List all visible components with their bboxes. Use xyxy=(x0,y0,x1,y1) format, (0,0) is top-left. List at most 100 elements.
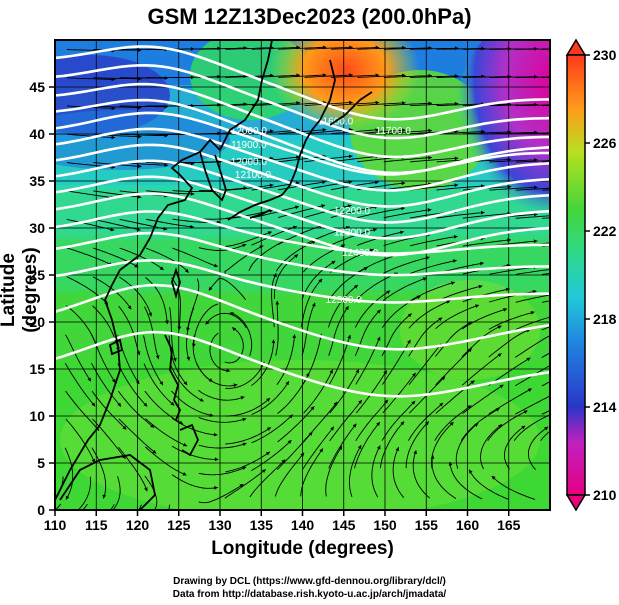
streamline xyxy=(277,406,315,443)
streamline xyxy=(462,213,512,219)
streamline-arrow xyxy=(428,155,432,160)
streamline-arrow xyxy=(259,245,264,249)
streamline xyxy=(251,206,299,219)
streamline xyxy=(172,247,218,267)
streamline-arrow xyxy=(503,308,508,312)
streamline-arrow xyxy=(152,449,157,454)
x-tick-label: 125 xyxy=(167,517,191,533)
streamline-arrow xyxy=(446,300,451,304)
streamline-arrow xyxy=(172,357,177,362)
streamline-arrow xyxy=(438,317,443,322)
streamline-arrow xyxy=(190,224,194,229)
streamline xyxy=(171,445,219,460)
streamline xyxy=(371,445,381,498)
streamline-arrow xyxy=(474,423,479,427)
streamline xyxy=(93,77,142,80)
streamline xyxy=(436,75,485,78)
streamline-arrow xyxy=(296,101,300,105)
colorbar-top-arrow xyxy=(565,38,587,56)
contour-label: 12500.0 xyxy=(326,295,363,306)
streamline-arrow xyxy=(184,268,189,273)
credit-data: Data from http://database.rish.kyoto-u.a… xyxy=(172,589,447,600)
streamline-arrow xyxy=(66,517,70,521)
streamline xyxy=(117,363,148,407)
streamline-arrow xyxy=(560,266,564,270)
streamline-arrow xyxy=(341,244,345,249)
streamline-arrow xyxy=(467,348,472,353)
streamline-arrow xyxy=(384,399,388,404)
streamline xyxy=(383,102,433,107)
streamline xyxy=(198,416,247,423)
streamline-arrow xyxy=(159,381,164,386)
streamline xyxy=(273,254,299,300)
streamline xyxy=(405,421,430,469)
streamline-arrow xyxy=(587,103,591,107)
streamline-arrow xyxy=(155,355,160,360)
colorbar-tick-label: 214 xyxy=(593,399,617,415)
streamline-arrow xyxy=(349,100,353,105)
streamline xyxy=(145,446,187,476)
streamline xyxy=(488,328,531,358)
streamline xyxy=(66,218,115,231)
streamline xyxy=(198,466,247,476)
streamline-arrow xyxy=(148,312,152,317)
streamline xyxy=(169,363,204,402)
streamline-arrow xyxy=(91,458,95,463)
streamline-arrow xyxy=(559,291,563,295)
streamline xyxy=(487,410,528,441)
streamline xyxy=(460,407,500,441)
streamline-arrow xyxy=(213,263,218,268)
streamline xyxy=(435,380,475,414)
streamline xyxy=(382,277,427,302)
streamline xyxy=(66,190,115,199)
streamline xyxy=(515,395,550,415)
streamline-arrow xyxy=(345,306,349,311)
colorbar: 210 214 218 222 226 230 xyxy=(565,38,617,512)
streamline-arrow xyxy=(190,191,195,196)
streamline xyxy=(249,459,286,498)
streamline xyxy=(436,211,485,219)
streamline-arrow xyxy=(454,156,459,161)
streamline xyxy=(382,372,417,414)
streamline-arrow xyxy=(143,402,148,407)
streamline-arrow xyxy=(560,240,564,244)
streamline xyxy=(91,390,127,430)
streamline-arrow xyxy=(338,446,342,451)
streamline xyxy=(489,131,538,135)
x-tick-label: 120 xyxy=(126,517,150,533)
streamline xyxy=(327,284,359,328)
contour-line xyxy=(55,231,550,277)
x-tick-label: 145 xyxy=(332,517,356,533)
streamline-arrow xyxy=(209,413,214,417)
streamline xyxy=(146,218,194,228)
streamline xyxy=(145,418,188,447)
streamline xyxy=(225,427,272,445)
streamline-arrow xyxy=(110,227,115,232)
streamline-arrow xyxy=(242,442,247,447)
contour-line xyxy=(55,63,550,140)
streamline-arrow xyxy=(318,278,323,283)
streamline xyxy=(301,302,316,356)
streamline-arrow xyxy=(205,320,210,325)
streamline xyxy=(488,357,531,386)
streamline xyxy=(355,336,381,385)
streamline-arrow xyxy=(478,284,483,289)
contour-line xyxy=(55,45,550,121)
streamline xyxy=(541,352,550,358)
streamline-arrow xyxy=(352,423,357,428)
streamline-arrow xyxy=(265,451,270,456)
streamline-arrow xyxy=(355,369,359,374)
x-tick-label: 110 xyxy=(44,517,67,533)
streamline xyxy=(354,290,391,328)
streamline xyxy=(301,260,336,300)
streamline xyxy=(225,451,271,473)
streamline xyxy=(186,278,200,332)
streamline xyxy=(462,384,504,415)
streamline-arrow xyxy=(182,442,187,447)
streamline-arrow xyxy=(208,286,213,291)
streamline-arrow xyxy=(586,292,590,296)
streamline xyxy=(198,483,244,504)
streamline-arrow xyxy=(75,532,79,535)
streamline xyxy=(410,75,459,78)
streamline-arrow xyxy=(499,384,504,389)
